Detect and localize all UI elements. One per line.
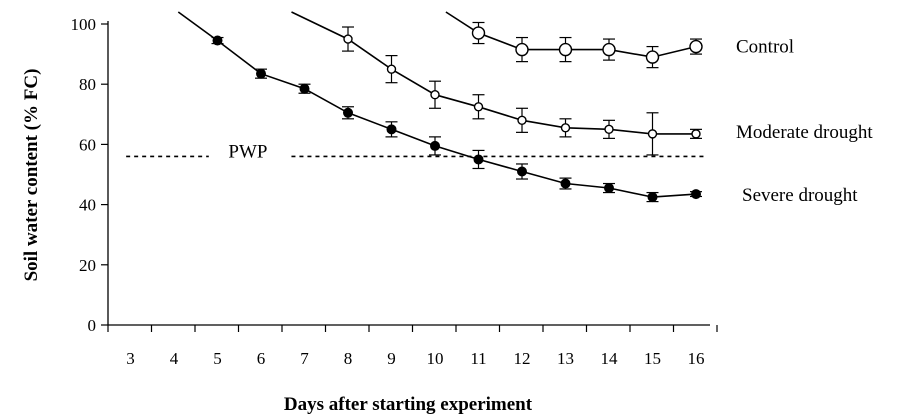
series-line [177, 11, 697, 198]
x-tick-label: 10 [427, 349, 444, 368]
x-tick-label: 13 [557, 349, 574, 368]
x-tick-label: 8 [344, 349, 353, 368]
y-tick-label: 0 [88, 316, 97, 335]
data-point [647, 192, 658, 203]
data-point [471, 26, 486, 40]
data-point [691, 129, 701, 139]
x-tick-label: 16 [688, 349, 705, 368]
x-tick-label: 15 [644, 349, 661, 368]
series-control: Control [445, 11, 794, 69]
data-point [558, 42, 573, 57]
x-tick-label: 7 [300, 349, 309, 368]
data-point [604, 183, 614, 194]
x-tick-label: 5 [213, 349, 222, 368]
series-line [291, 11, 696, 135]
y-tick-label: 20 [79, 256, 96, 275]
x-tick-label: 4 [170, 349, 179, 368]
data-point [343, 34, 353, 44]
data-point [473, 102, 484, 112]
y-tick-label: 40 [79, 196, 96, 215]
series-moderate-drought: Moderate drought [291, 11, 873, 156]
pwp-reference-line: PWP [126, 141, 705, 162]
data-point [691, 189, 701, 200]
axes: 0 20 40 60 80 100 3 4 5 6 7 8 9 10 11 12 13 14 15 16 [71, 15, 718, 368]
x-axis-title: Days after starting experiment [284, 394, 533, 415]
series-label: Severe drought [742, 185, 858, 206]
y-tick-label: 60 [79, 135, 96, 154]
data-point [645, 50, 660, 64]
x-tick-label: 14 [601, 349, 619, 368]
series-severe-drought: Severe drought [177, 11, 858, 206]
data-point [212, 35, 223, 46]
data-point [299, 83, 310, 94]
data-point [256, 68, 266, 79]
data-point [689, 39, 703, 54]
data-point [430, 140, 440, 151]
data-point [604, 124, 614, 135]
data-point [560, 178, 571, 189]
data-point [560, 123, 571, 133]
x-tick-label: 9 [387, 349, 396, 368]
y-axis-title: Soil water content (% FC) [21, 69, 42, 282]
data-point [473, 154, 484, 165]
series-label: Moderate drought [736, 122, 873, 143]
data-point [602, 42, 616, 57]
series-layer: Control Moderate drought Severe drought [177, 11, 873, 206]
series-label: Control [736, 37, 794, 58]
y-tick-label: 80 [79, 75, 96, 94]
x-tick-label: 11 [470, 349, 486, 368]
pwp-label: PWP [228, 141, 267, 162]
x-tick-label: 3 [126, 349, 135, 368]
data-point [386, 64, 397, 74]
data-point [515, 42, 529, 57]
x-tick-label: 12 [514, 349, 531, 368]
data-point [647, 129, 658, 139]
data-point [386, 124, 397, 135]
data-point [430, 90, 440, 100]
data-point [517, 115, 527, 126]
y-tick-label: 100 [71, 15, 97, 34]
data-point [517, 166, 527, 177]
data-point [343, 107, 353, 118]
x-tick-label: 6 [257, 349, 266, 368]
